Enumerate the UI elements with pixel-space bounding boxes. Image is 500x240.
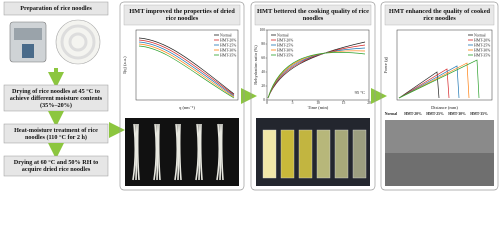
curve	[138, 43, 235, 98]
legend-label: HMT-20%	[474, 38, 491, 42]
noodle	[177, 123, 180, 181]
cuvette	[298, 129, 313, 179]
curve	[138, 39, 235, 96]
noodle	[136, 123, 140, 181]
cuvette	[280, 129, 295, 179]
noodle	[174, 123, 179, 181]
plot-frame	[266, 29, 370, 101]
x-tick-label: 5	[292, 101, 294, 105]
x-axis-label: Time (min)	[308, 105, 329, 110]
step-box	[3, 84, 109, 112]
y-tick-label: 0	[263, 98, 265, 102]
title-box	[123, 4, 241, 26]
y-tick-label: 20	[261, 84, 265, 88]
image-label: HMT-30%	[448, 112, 466, 116]
x-tick-label: 10	[316, 101, 320, 105]
noodle	[157, 123, 161, 181]
legend-label: Normal	[277, 33, 289, 37]
noodle	[156, 123, 159, 181]
step-box	[3, 1, 109, 16]
cuvette	[316, 129, 331, 179]
legend-label: Normal	[474, 33, 486, 37]
curve	[138, 45, 235, 99]
cuvette	[262, 129, 277, 179]
noodle	[178, 123, 182, 181]
step-label: Heat-moisture treatment of rice noodles …	[14, 126, 98, 141]
cuvette	[334, 129, 349, 179]
text-frame: HMT enhanced the quality of cooked rice …	[388, 7, 491, 23]
legend-label: HMT-20%	[277, 38, 294, 42]
legend-label: HMT-25%	[220, 43, 237, 47]
legend-label: HMT-30%	[474, 48, 491, 52]
title-box	[384, 4, 495, 26]
legend-label: HMT-30%	[220, 48, 237, 52]
panel-title: HMT improved the properties of dried ric…	[129, 7, 235, 23]
noodle	[219, 123, 222, 181]
curve	[398, 59, 480, 99]
legend-label: Normal	[220, 33, 232, 37]
y-tick-label: 80	[261, 42, 265, 46]
legend-label: HMT-25%	[474, 43, 491, 47]
x-tick-label: 20	[367, 101, 371, 105]
y-tick-label: 100	[260, 28, 266, 32]
x-tick-label: 15	[342, 101, 346, 105]
legend-label: HMT-20%	[220, 38, 237, 42]
machine-part	[14, 28, 42, 40]
legend-label: HMT-35%	[474, 53, 491, 57]
legend-label: HMT-35%	[277, 53, 294, 57]
panel-title: HMT bettered the cooking quality of rice…	[257, 7, 369, 23]
y-tick-label: 60	[261, 56, 265, 60]
curve	[398, 62, 470, 99]
legend-label: HMT-25%	[277, 43, 294, 47]
step-box	[3, 155, 109, 177]
step-label: Preparation of rice noodles	[20, 5, 92, 12]
graphical-abstract: Preparation of rice noodles Drying of ri…	[3, 1, 499, 191]
curve	[267, 51, 366, 99]
y-axis-label: Rehydration ratio (%)	[253, 45, 258, 85]
noodle	[220, 123, 224, 181]
step-label: Drying of rice noodles at 45 °C to achie…	[9, 87, 103, 109]
image-label: HMT-35%	[470, 112, 488, 116]
text-frame: HMT bettered the cooking quality of rice…	[257, 7, 369, 23]
sem-image	[385, 153, 494, 186]
x-tick-label: 0	[266, 101, 268, 105]
curve	[398, 65, 460, 99]
y-axis-label: Force (g)	[383, 56, 388, 73]
x-axis-label: Distance (mm)	[431, 105, 458, 110]
noodle	[216, 123, 221, 181]
y-tick-label: 40	[261, 70, 265, 74]
legend-label: HMT-30%	[277, 48, 294, 52]
noodle	[195, 123, 200, 181]
noodle-nest	[68, 32, 88, 52]
text-frame: HMT improved the properties of dried ric…	[129, 7, 235, 23]
curve	[398, 68, 450, 99]
panel	[250, 1, 376, 191]
curve	[138, 37, 235, 95]
panel	[380, 1, 499, 191]
noodle	[153, 123, 158, 181]
cuvette	[352, 129, 367, 179]
noodle	[132, 123, 137, 181]
x-axis-label: q (nm⁻¹)	[179, 105, 195, 110]
image-label: HMT-20%	[404, 112, 422, 116]
noodle	[198, 123, 201, 181]
image-label: Normal	[385, 112, 397, 116]
curve	[398, 71, 440, 99]
legend-label: HMT-35%	[220, 53, 237, 57]
noodle-nest	[60, 24, 96, 60]
machine-part	[22, 44, 34, 58]
step-label: Drying at 60 °C and 50% RH to acquire dr…	[13, 159, 99, 173]
noodle	[199, 123, 203, 181]
title-box	[254, 4, 372, 26]
panel-title: HMT enhanced the quality of cooked rice …	[388, 7, 491, 23]
panel	[119, 1, 245, 191]
y-axis-label: I(q) (a.u.)	[122, 56, 127, 74]
noodle	[135, 123, 138, 181]
curve	[138, 41, 235, 97]
annotation: 95 °C	[355, 90, 365, 95]
image-label: HMT-25%	[426, 112, 444, 116]
